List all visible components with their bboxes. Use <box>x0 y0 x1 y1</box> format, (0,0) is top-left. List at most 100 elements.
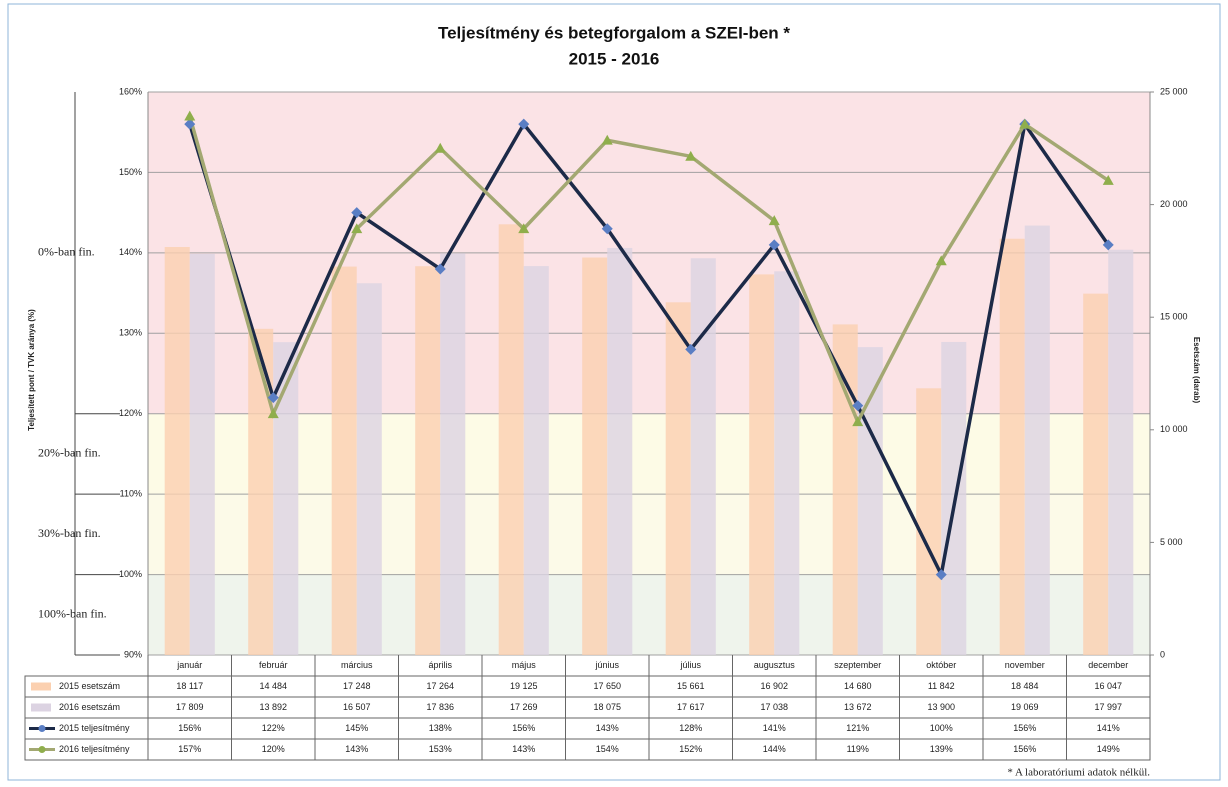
y-axis-title: Teljesített pont / TVK aránya (%) <box>27 309 36 431</box>
x-tick-label: december <box>1088 660 1128 670</box>
y2-tick-label: 5 000 <box>1160 537 1183 547</box>
marker <box>267 392 279 404</box>
y2-tick-label: 10 000 <box>1160 424 1188 434</box>
marker <box>184 118 196 130</box>
bar <box>665 302 691 655</box>
marker <box>685 150 697 161</box>
y-tick-label: 120% <box>119 408 142 418</box>
y-tick-label: 100% <box>119 569 142 579</box>
table-value: 152% <box>679 744 702 754</box>
x-tick-label: május <box>512 660 537 670</box>
x-tick-label: július <box>679 660 701 670</box>
marker <box>601 223 613 235</box>
table-value: 143% <box>512 744 535 754</box>
marker <box>601 134 613 145</box>
table-value: 16 507 <box>343 702 371 712</box>
x-tick-label: szeptember <box>834 660 881 670</box>
marker <box>768 239 780 251</box>
table-value: 119% <box>847 744 869 754</box>
bar <box>356 283 382 655</box>
bar <box>164 247 190 655</box>
zone-band <box>148 494 1150 575</box>
bar <box>1108 249 1134 655</box>
table-value: 13 672 <box>844 702 872 712</box>
y-tick-label: 130% <box>119 328 142 338</box>
table-value: 144% <box>763 744 786 754</box>
table-value: 154% <box>596 744 619 754</box>
bar <box>690 258 716 655</box>
marker <box>351 223 363 234</box>
line <box>188 115 1110 426</box>
bar <box>189 253 215 655</box>
marker <box>434 142 446 153</box>
table-value: 18 484 <box>1011 681 1039 691</box>
table-value: 143% <box>345 744 368 754</box>
x-tick-label: november <box>1005 660 1045 670</box>
marker <box>1019 118 1031 129</box>
table-value: 17 248 <box>343 681 371 691</box>
bar <box>415 266 441 655</box>
zone-label: 20%-ban fin. <box>38 446 101 460</box>
legend-label: 2015 esetszám <box>59 681 120 691</box>
marker <box>518 118 530 130</box>
marker <box>852 400 864 412</box>
table-value: 149% <box>1097 744 1120 754</box>
marker <box>518 223 530 234</box>
table-value: 156% <box>178 723 201 733</box>
zone-band <box>148 574 1150 655</box>
table-value: 122% <box>262 723 285 733</box>
legend-swatch <box>31 703 51 712</box>
y2-tick-label: 15 000 <box>1160 312 1188 322</box>
table-value: 120% <box>262 744 285 754</box>
table-value: 141% <box>763 723 786 733</box>
table-value: 138% <box>429 723 452 733</box>
table-value: 14 484 <box>259 681 287 691</box>
marker <box>351 207 363 219</box>
table-value: 153% <box>429 744 452 754</box>
bar <box>1024 225 1050 656</box>
y-tick-label: 110% <box>120 489 142 499</box>
marker <box>935 255 947 266</box>
table-value: 17 264 <box>426 681 454 691</box>
table-value: 19 125 <box>510 681 538 691</box>
marker <box>685 343 697 355</box>
legend-marker <box>38 725 46 732</box>
bar <box>857 347 883 655</box>
zone-band <box>148 413 1150 495</box>
marker <box>768 215 780 226</box>
table-value: 17 836 <box>426 702 454 712</box>
table-value: 121% <box>846 723 869 733</box>
bar <box>774 271 800 655</box>
y-tick-label: 140% <box>119 247 142 257</box>
table-value: 13 892 <box>259 702 287 712</box>
y-tick-label: 160% <box>119 86 142 96</box>
bar <box>582 257 608 655</box>
x-tick-label: január <box>176 660 202 670</box>
legend-swatch <box>31 682 51 691</box>
legend-label: 2015 teljesítmény <box>59 723 130 733</box>
table-value: 156% <box>512 723 535 733</box>
marker <box>852 416 864 427</box>
y-tick-label: 90% <box>124 649 142 659</box>
legend-marker <box>38 746 46 753</box>
table-value: 128% <box>679 723 702 733</box>
marker <box>434 263 446 275</box>
table-value: 11 842 <box>928 681 955 691</box>
marker <box>1102 174 1114 185</box>
bar <box>1083 293 1109 655</box>
chart-title: Teljesítmény és betegforgalom a SZEI-ben… <box>438 23 790 42</box>
table-value: 17 269 <box>510 702 538 712</box>
table-value: 18 117 <box>176 681 203 691</box>
table-value: 17 650 <box>593 681 621 691</box>
marker <box>267 408 279 419</box>
table-value: 14 680 <box>844 681 872 691</box>
bar <box>523 266 549 655</box>
x-tick-label: február <box>259 660 288 670</box>
table-value: 145% <box>345 723 368 733</box>
zone-label: 100%-ban fin. <box>38 607 107 621</box>
bar <box>916 388 942 655</box>
y-tick-label: 150% <box>119 167 142 177</box>
table-value: 17 997 <box>1094 702 1122 712</box>
table-value: 18 075 <box>593 702 621 712</box>
x-tick-label: augusztus <box>754 660 796 670</box>
